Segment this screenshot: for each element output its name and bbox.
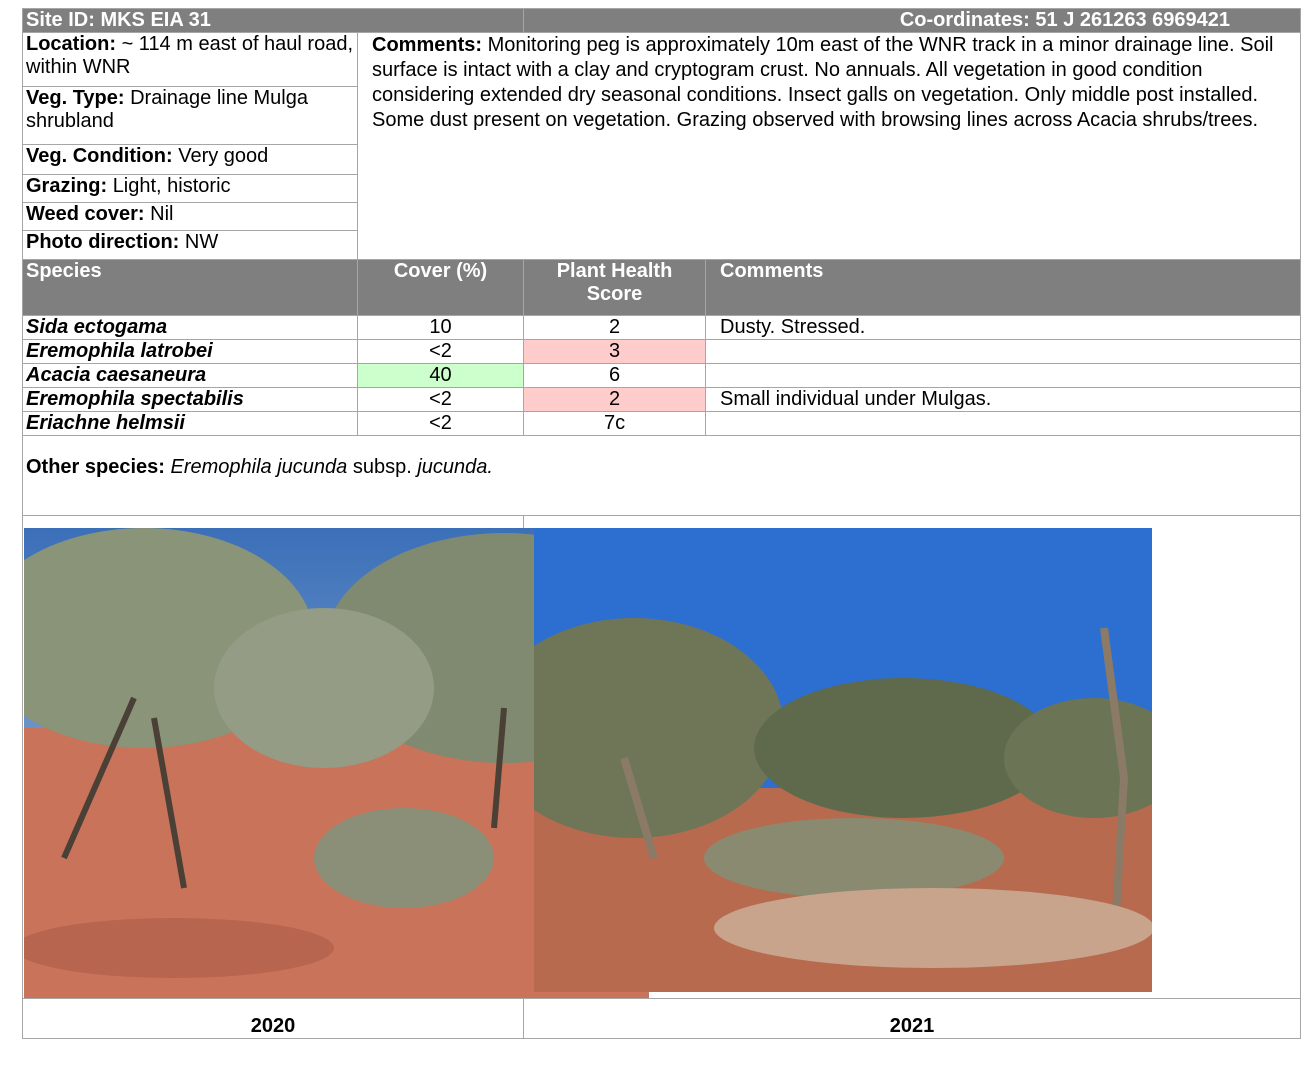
- comments-label: Comments:: [372, 34, 483, 56]
- photo-cell: [523, 515, 1301, 999]
- info-value: ~ 114 m east of haul road, within WNR: [26, 33, 354, 78]
- info-label: Veg. Type:: [26, 87, 125, 109]
- photo-2021: [534, 528, 1153, 992]
- species-header: Species Cover (%) Plant Health Score Com…: [22, 259, 1301, 316]
- info-label: Photo direction:: [26, 231, 180, 253]
- cover: <2: [356, 339, 525, 364]
- health-score: 2: [523, 315, 707, 340]
- photo-caption: 2021: [523, 998, 1301, 1039]
- species-name: Eremophila spectabilis: [22, 387, 358, 412]
- col-header: Species: [22, 259, 358, 316]
- row-comment: Dusty. Stressed.: [705, 315, 1301, 340]
- info-cell: Veg. Condition: Very good: [22, 144, 358, 175]
- row-comment: [705, 339, 1301, 364]
- other-species: Other species: Eremophila jucunda subsp.…: [21, 435, 1301, 516]
- species-row: Sida ectogama 10 2 Dusty. Stressed.: [22, 315, 1301, 340]
- other-species-text: Eremophila jucunda: [170, 456, 348, 478]
- comments-text: Monitoring peg is approximately 10m east…: [372, 34, 1274, 131]
- species-row: Eriachne helmsii <2 7c: [22, 411, 1301, 436]
- species-name: Acacia caesaneura: [22, 363, 358, 388]
- info-value: NW: [184, 231, 219, 253]
- row-comment: [705, 363, 1301, 388]
- species-name: Eriachne helmsii: [22, 411, 358, 436]
- info-value: Very good: [178, 145, 269, 167]
- health-score: 3: [523, 339, 707, 364]
- info-cell: Weed cover: Nil: [22, 202, 358, 231]
- info-label: Location:: [26, 33, 116, 55]
- site-sheet: Site ID: MKS EIA 31 Co-ordinates: 51 J 2…: [21, 8, 1301, 1039]
- site-id: Site ID: MKS EIA 31: [21, 8, 525, 33]
- col-header: Comments: [705, 259, 1301, 316]
- other-species-text: subsp.: [352, 456, 412, 478]
- other-species-text: Other species:: [26, 456, 165, 478]
- health-score: 6: [523, 363, 707, 388]
- info-label: Weed cover:: [26, 203, 145, 225]
- cover: 40: [356, 363, 525, 388]
- species-row: Acacia caesaneura 40 6: [22, 363, 1301, 388]
- info-label: Veg. Condition:: [26, 145, 173, 167]
- row-comment: Small individual under Mulgas.: [705, 387, 1301, 412]
- photo-cell: [21, 515, 649, 999]
- photo-caption: 2020: [21, 998, 525, 1039]
- info-cell: Grazing: Light, historic: [22, 174, 358, 203]
- info-cell: Location: ~ 114 m east of haul road, wit…: [22, 32, 358, 87]
- info-value: Nil: [150, 203, 174, 225]
- row-comment: [705, 411, 1301, 436]
- comments-cell: Comments: Monitoring peg is approximatel…: [356, 32, 1301, 260]
- info-value: Drainage line Mulga shrubland: [26, 87, 308, 132]
- info-label: Grazing:: [26, 175, 108, 197]
- col-header: Cover (%): [356, 259, 525, 316]
- species-name: Eremophila latrobei: [22, 339, 358, 364]
- other-species-text: jucunda.: [417, 456, 493, 478]
- col-header: Plant Health Score: [523, 259, 707, 316]
- cover: <2: [356, 411, 525, 436]
- info-value: Light, historic: [112, 175, 231, 197]
- species-row: Eremophila latrobei <2 3: [22, 339, 1301, 364]
- info-cell: Veg. Type: Drainage line Mulga shrubland: [22, 86, 358, 145]
- cover: 10: [356, 315, 525, 340]
- species-row: Eremophila spectabilis <2 2 Small individua…: [22, 387, 1301, 412]
- cover: <2: [356, 387, 525, 412]
- coordinates: Co-ordinates: 51 J 261263 6969421: [523, 8, 1301, 33]
- info-cell: Photo direction: NW: [22, 230, 358, 260]
- health-score: 2: [523, 387, 707, 412]
- health-score: 7c: [523, 411, 707, 436]
- species-name: Sida ectogama: [22, 315, 358, 340]
- header-row: Site ID: MKS EIA 31 Co-ordinates: 51 J 2…: [21, 8, 1301, 33]
